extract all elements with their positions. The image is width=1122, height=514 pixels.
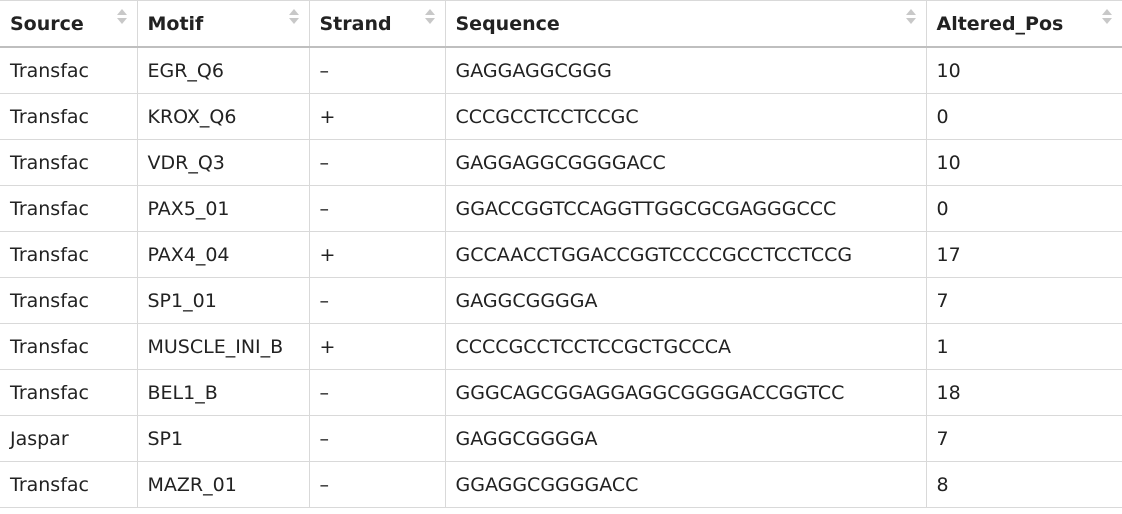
table-row: Transfac MUSCLE_INI_B + CCCCGCCTCCTCCGCT… — [0, 323, 1122, 370]
sort-arrows-icon[interactable] — [424, 9, 435, 27]
column-header-strand[interactable]: Strand — [308, 0, 446, 48]
table-row: Transfac BEL1_B – GGGCAGCGGAGGAGGCGGGGAC… — [0, 369, 1122, 416]
sort-arrows-icon[interactable] — [288, 9, 299, 27]
cell-motif: SP1_01 — [136, 277, 310, 324]
cell-strand: – — [308, 369, 446, 416]
cell-motif: PAX5_01 — [136, 185, 310, 232]
column-header-label: Strand — [319, 12, 392, 35]
sort-arrows-icon[interactable] — [116, 9, 127, 27]
cell-source: Transfac — [0, 323, 138, 370]
cell-strand: – — [308, 461, 446, 508]
table-row: Transfac MAZR_01 – GGAGGCGGGGACC 8 — [0, 461, 1122, 508]
sort-arrows-icon[interactable] — [905, 9, 916, 27]
table-row: Transfac EGR_Q6 – GAGGAGGCGGG 10 — [0, 46, 1122, 94]
column-header-label: Altered_Pos — [936, 12, 1064, 35]
cell-altered-pos: 7 — [925, 415, 1122, 462]
cell-altered-pos: 10 — [925, 46, 1122, 94]
cell-altered-pos: 10 — [925, 139, 1122, 186]
table-header: Source Motif Strand Sequence Altered_Pos — [0, 0, 1122, 48]
cell-strand: – — [308, 415, 446, 462]
cell-strand: + — [308, 323, 446, 370]
cell-sequence: GAGGAGGCGGGGACC — [444, 139, 927, 186]
cell-source: Transfac — [0, 93, 138, 140]
cell-motif: MUSCLE_INI_B — [136, 323, 310, 370]
cell-motif: VDR_Q3 — [136, 139, 310, 186]
cell-source: Transfac — [0, 139, 138, 186]
cell-sequence: CCCCGCCTCCTCCGCTGCCCA — [444, 323, 927, 370]
cell-strand: – — [308, 139, 446, 186]
cell-strand: + — [308, 93, 446, 140]
cell-strand: – — [308, 46, 446, 94]
cell-sequence: GAGGAGGCGGG — [444, 46, 927, 94]
cell-source: Transfac — [0, 185, 138, 232]
column-header-altered-pos[interactable]: Altered_Pos — [925, 0, 1122, 48]
table-row: Transfac KROX_Q6 + CCCGCCTCCTCCGC 0 — [0, 93, 1122, 140]
column-header-label: Source — [10, 12, 84, 35]
cell-motif: BEL1_B — [136, 369, 310, 416]
cell-altered-pos: 17 — [925, 231, 1122, 278]
cell-source: Transfac — [0, 369, 138, 416]
cell-sequence: GCCAACCTGGACCGGTCCCCGCCTCCTCCG — [444, 231, 927, 278]
cell-source: Transfac — [0, 46, 138, 94]
cell-altered-pos: 0 — [925, 185, 1122, 232]
cell-sequence: GGACCGGTCCAGGTTGGCGCGAGGGCCC — [444, 185, 927, 232]
table-row: Transfac VDR_Q3 – GAGGAGGCGGGGACC 10 — [0, 139, 1122, 186]
cell-strand: + — [308, 231, 446, 278]
cell-altered-pos: 8 — [925, 461, 1122, 508]
table-body: Transfac EGR_Q6 – GAGGAGGCGGG 10 Transfa… — [0, 46, 1122, 508]
cell-motif: KROX_Q6 — [136, 93, 310, 140]
cell-sequence: GAGGCGGGGA — [444, 277, 927, 324]
cell-source: Transfac — [0, 461, 138, 508]
cell-motif: PAX4_04 — [136, 231, 310, 278]
cell-motif: SP1 — [136, 415, 310, 462]
cell-sequence: GAGGCGGGGA — [444, 415, 927, 462]
table-row: Transfac SP1_01 – GAGGCGGGGA 7 — [0, 277, 1122, 324]
cell-strand: – — [308, 277, 446, 324]
cell-altered-pos: 18 — [925, 369, 1122, 416]
cell-altered-pos: 7 — [925, 277, 1122, 324]
cell-source: Transfac — [0, 231, 138, 278]
cell-motif: EGR_Q6 — [136, 46, 310, 94]
table-row: Transfac PAX5_01 – GGACCGGTCCAGGTTGGCGCG… — [0, 185, 1122, 232]
cell-sequence: GGGCAGCGGAGGAGGCGGGGACCGGTCC — [444, 369, 927, 416]
table-row: Jaspar SP1 – GAGGCGGGGA 7 — [0, 415, 1122, 462]
cell-strand: – — [308, 185, 446, 232]
column-header-sequence[interactable]: Sequence — [444, 0, 927, 48]
cell-motif: MAZR_01 — [136, 461, 310, 508]
column-header-source[interactable]: Source — [0, 0, 138, 48]
sort-arrows-icon[interactable] — [1102, 9, 1112, 27]
cell-sequence: GGAGGCGGGGACC — [444, 461, 927, 508]
cell-altered-pos: 0 — [925, 93, 1122, 140]
header-row: Source Motif Strand Sequence Altered_Pos — [0, 0, 1122, 48]
column-header-motif[interactable]: Motif — [136, 0, 310, 48]
column-header-label: Sequence — [455, 12, 560, 35]
cell-source: Jaspar — [0, 415, 138, 462]
cell-source: Transfac — [0, 277, 138, 324]
column-header-label: Motif — [147, 12, 204, 35]
cell-altered-pos: 1 — [925, 323, 1122, 370]
cell-sequence: CCCGCCTCCTCCGC — [444, 93, 927, 140]
table-row: Transfac PAX4_04 + GCCAACCTGGACCGGTCCCCG… — [0, 231, 1122, 278]
